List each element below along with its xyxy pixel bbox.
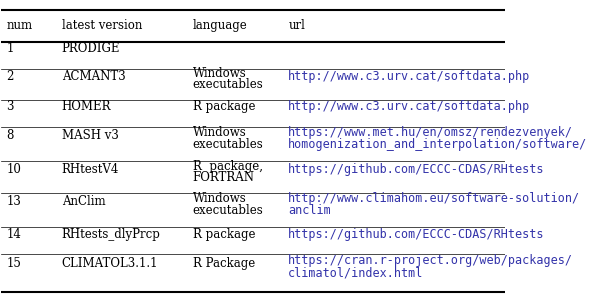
Text: http://www.climahom.eu/software-solution/: http://www.climahom.eu/software-solution… (288, 192, 580, 205)
Text: executables: executables (193, 138, 263, 151)
Text: 10: 10 (7, 163, 21, 176)
Text: PRODIGE: PRODIGE (62, 42, 120, 55)
Text: R Package: R Package (193, 257, 255, 270)
Text: HOMER: HOMER (62, 100, 111, 113)
Text: https://github.com/ECCC-CDAS/RHtests: https://github.com/ECCC-CDAS/RHtests (288, 163, 545, 176)
Text: 8: 8 (7, 129, 14, 142)
Text: http://www.c3.urv.cat/softdata.php: http://www.c3.urv.cat/softdata.php (288, 70, 530, 83)
Text: https://www.met.hu/en/omsz/rendezvenyek/: https://www.met.hu/en/omsz/rendezvenyek/ (288, 126, 573, 139)
Text: homogenization_and_interpolation/software/: homogenization_and_interpolation/softwar… (288, 138, 588, 151)
Text: latest version: latest version (62, 20, 142, 32)
Text: 1: 1 (7, 42, 14, 55)
Text: https://github.com/ECCC-CDAS/RHtests: https://github.com/ECCC-CDAS/RHtests (288, 228, 545, 241)
Text: R  package,: R package, (193, 160, 263, 173)
Text: R package: R package (193, 100, 255, 113)
Text: MASH v3: MASH v3 (62, 129, 118, 142)
Text: Windows: Windows (193, 67, 246, 80)
Text: RHtests_dlyPrcp: RHtests_dlyPrcp (62, 228, 161, 241)
Text: url: url (288, 20, 305, 32)
Text: num: num (7, 20, 33, 32)
Text: 2: 2 (7, 70, 14, 83)
Text: executables: executables (193, 204, 263, 217)
Text: ACMANT3: ACMANT3 (62, 70, 126, 83)
Text: AnClim: AnClim (62, 195, 106, 208)
Text: language: language (193, 20, 248, 32)
Text: http://www.c3.urv.cat/softdata.php: http://www.c3.urv.cat/softdata.php (288, 100, 530, 113)
Text: anclim: anclim (288, 204, 331, 217)
Text: RHtestV4: RHtestV4 (62, 163, 119, 176)
Text: 14: 14 (7, 228, 21, 241)
Text: 15: 15 (7, 257, 21, 270)
Text: Windows: Windows (193, 126, 246, 139)
Text: R package: R package (193, 228, 255, 241)
Text: FORTRAN: FORTRAN (193, 170, 255, 184)
Text: https://cran.r-project.org/web/packages/: https://cran.r-project.org/web/packages/ (288, 254, 573, 267)
Text: CLIMATOL3.1.1: CLIMATOL3.1.1 (62, 257, 158, 270)
Text: executables: executables (193, 78, 263, 91)
Text: Windows: Windows (193, 192, 246, 205)
Text: climatol/index.html: climatol/index.html (288, 266, 423, 279)
Text: 13: 13 (7, 195, 21, 208)
Text: 3: 3 (7, 100, 14, 113)
